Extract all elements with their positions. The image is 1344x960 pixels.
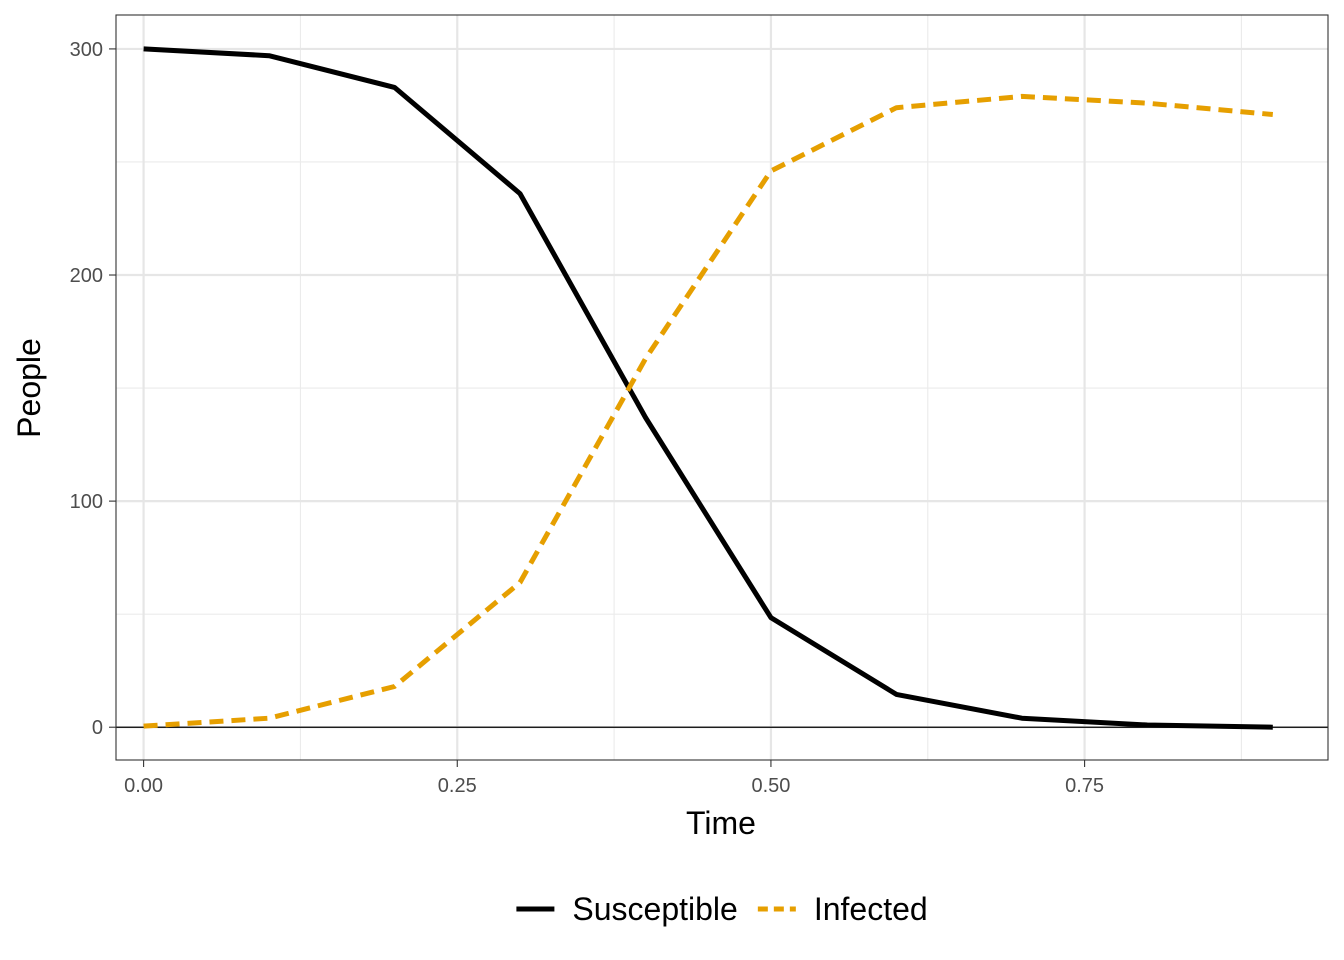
x-tick-label: 0.75 <box>1065 775 1104 797</box>
y-tick-label: 200 <box>70 265 103 287</box>
x-axis-title: Time <box>686 805 756 841</box>
grid-lines <box>116 15 1328 760</box>
x-tick-label: 0.00 <box>124 775 163 797</box>
x-axis-ticks: 0.00 0.25 0.50 0.75 <box>124 760 1104 797</box>
series-line-susceptible <box>143 46 1273 730</box>
y-axis-ticks: 0 100 200 300 <box>70 39 116 739</box>
series-line-infected <box>143 93 1274 729</box>
legend-label: Infected <box>814 891 928 927</box>
y-axis-title: People <box>11 338 47 438</box>
x-tick-label: 0.25 <box>438 775 477 797</box>
legend-item-infected: Infected <box>757 891 928 927</box>
legend-label: Susceptible <box>572 891 737 927</box>
legend: Susceptible Infected <box>516 891 928 927</box>
series-lines <box>143 46 1274 730</box>
y-tick-label: 300 <box>70 39 103 61</box>
y-tick-label: 100 <box>70 491 103 513</box>
y-tick-label: 0 <box>92 717 103 739</box>
legend-item-susceptible: Susceptible <box>516 891 738 927</box>
x-tick-label: 0.50 <box>751 775 790 797</box>
plot-panel-border <box>115 14 1329 761</box>
